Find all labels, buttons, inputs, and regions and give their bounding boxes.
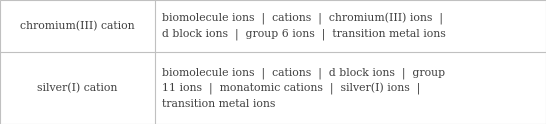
Text: biomolecule ions  |  cations  |  chromium(III) ions  |
d block ions  |  group 6 : biomolecule ions | cations | chromium(II… xyxy=(162,12,446,40)
Text: biomolecule ions  |  cations  |  d block ions  |  group
11 ions  |  monatomic ca: biomolecule ions | cations | d block ion… xyxy=(162,68,445,108)
Text: silver(I) cation: silver(I) cation xyxy=(37,83,118,93)
Text: chromium(III) cation: chromium(III) cation xyxy=(20,21,135,31)
